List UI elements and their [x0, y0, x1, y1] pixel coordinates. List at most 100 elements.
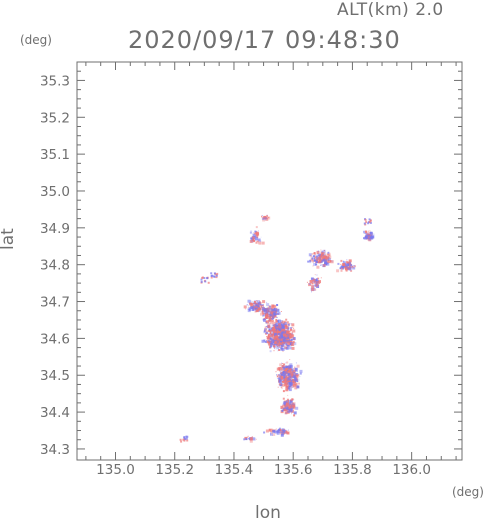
echo-pixel — [287, 323, 290, 326]
echo-pixel — [324, 261, 327, 264]
echo-pixel — [264, 340, 267, 343]
echo-pixel — [275, 335, 278, 339]
echo-pixel — [270, 431, 272, 433]
echo-pixel — [263, 331, 266, 334]
echo-pixel — [285, 331, 289, 334]
echo-pixel — [296, 385, 300, 389]
echo-pixel — [315, 259, 318, 262]
echo-pixel — [280, 376, 284, 380]
echo-pixel — [284, 321, 287, 323]
echo-pixel — [278, 430, 279, 432]
echo-pixel — [274, 341, 278, 345]
echo-pixel — [291, 331, 293, 333]
echo-pixel — [284, 334, 288, 338]
echo-pixel — [326, 262, 330, 266]
echo-pixel — [265, 312, 269, 316]
echo-pixel — [285, 362, 287, 364]
echo-pixel — [326, 253, 329, 256]
echo-pixel — [283, 322, 287, 326]
echo-pixel — [281, 362, 283, 364]
y-tick-label: 35.3 — [40, 73, 70, 89]
echo-pixel — [243, 305, 247, 309]
echo-pixel — [251, 237, 254, 240]
echo-pixel — [281, 326, 285, 329]
echo-pixel — [311, 277, 314, 280]
echo-pixel — [363, 232, 365, 234]
echo-pixel — [282, 379, 285, 381]
echo-pixel — [277, 378, 279, 380]
echo-pixel — [262, 304, 264, 307]
echo-pixel — [327, 251, 330, 254]
echo-pixel — [268, 312, 271, 315]
echo-pixel — [308, 283, 311, 285]
echo-pixel — [285, 371, 288, 374]
echo-pixel — [255, 232, 259, 236]
echo-pixel — [274, 332, 278, 336]
echo-pixel — [293, 377, 297, 381]
echo-pixel — [269, 319, 271, 321]
echo-pixel — [271, 336, 274, 339]
echo-pixel — [277, 350, 279, 352]
echo-pixel — [317, 252, 319, 254]
echo-pixel — [368, 237, 372, 241]
echo-pixel — [295, 369, 298, 372]
echo-pixel — [291, 380, 294, 383]
echo-pixel — [274, 337, 278, 341]
echo-pixel — [261, 216, 263, 218]
echo-pixel — [284, 337, 286, 339]
echo-pixel — [294, 366, 296, 368]
echo-pixel — [261, 304, 263, 306]
echo-pixel — [299, 372, 302, 375]
echo-pixel — [346, 267, 349, 270]
echo-pixel — [261, 339, 265, 343]
echo-pixel — [268, 328, 271, 331]
echo-pixel — [268, 307, 272, 311]
echo-pixel — [291, 326, 293, 328]
echo-pixel — [278, 376, 282, 380]
echo-pixel — [317, 257, 321, 261]
echo-pixel — [288, 336, 290, 338]
echo-pixel — [292, 370, 296, 374]
echo-pixel — [277, 323, 281, 327]
echo-pixel — [287, 345, 289, 347]
echo-pixel — [280, 405, 284, 409]
echo-pixel — [278, 377, 282, 381]
echo-pixel — [266, 311, 269, 314]
echo-pixel — [269, 350, 272, 353]
echo-pixel — [273, 328, 275, 330]
echo-pixel — [321, 257, 324, 259]
echo-pixel — [282, 338, 284, 340]
echo-pixel — [297, 381, 299, 383]
echo-pixel — [247, 435, 249, 437]
echo-pixel — [286, 361, 289, 364]
echo-pixel — [251, 436, 253, 437]
echo-pixel — [257, 304, 259, 306]
echo-pixel — [274, 348, 276, 350]
echo-pixel — [279, 371, 281, 373]
echo-pixel — [266, 301, 268, 303]
echo-pixel — [263, 431, 266, 434]
echo-pixel — [272, 321, 276, 325]
lon-unit-label: (deg) — [452, 485, 484, 499]
echo-pixel — [285, 365, 287, 367]
echo-pixel — [291, 413, 292, 415]
echo-pixel — [289, 384, 293, 388]
echo-pixel — [283, 366, 285, 368]
echo-pixel — [267, 307, 269, 309]
echo-pixel — [268, 217, 270, 218]
echo-pixel — [294, 386, 298, 390]
echo-pixel — [284, 365, 286, 367]
echo-pixel — [253, 232, 255, 234]
echo-pixel — [200, 278, 203, 281]
echo-pixel — [286, 398, 289, 401]
echo-pixel — [183, 436, 186, 439]
echo-pixel — [267, 342, 271, 346]
echo-pixel — [319, 262, 321, 264]
echo-pixel — [287, 377, 291, 381]
echo-pixel — [274, 430, 278, 434]
echo-pixel — [290, 371, 294, 375]
echo-pixel — [270, 321, 274, 325]
echo-pixel — [283, 363, 286, 366]
echo-pixel — [316, 250, 320, 254]
echo-pixel — [288, 404, 292, 408]
